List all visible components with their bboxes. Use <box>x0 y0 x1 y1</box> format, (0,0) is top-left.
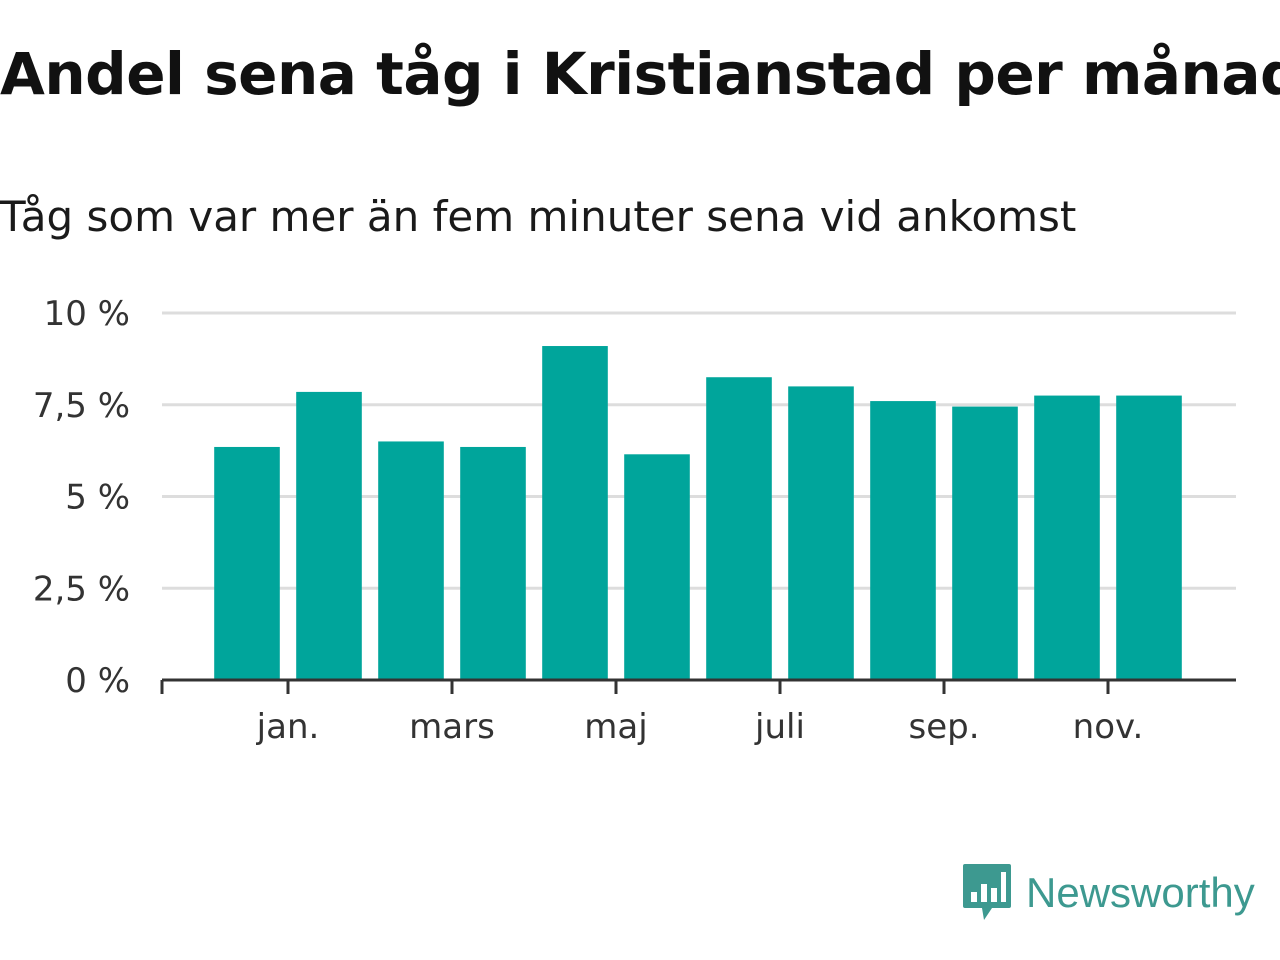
bar-juli <box>788 386 854 680</box>
bar-okt <box>1034 395 1100 680</box>
bar-layer <box>214 346 1182 680</box>
y-tick-label: 2,5 % <box>33 569 130 609</box>
chart-title: Andel sena tåg i Kristianstad per månad <box>0 40 1280 108</box>
x-tick-label: nov. <box>1073 707 1144 747</box>
bar-nov <box>1116 395 1182 680</box>
y-tick-label: 5 % <box>65 478 130 518</box>
bar-maj <box>624 454 690 680</box>
x-tick-label: sep. <box>908 707 979 747</box>
bar-juni <box>706 377 772 680</box>
x-tick-label: maj <box>584 707 647 747</box>
bar-apr <box>542 346 608 680</box>
x-tick-label: jan. <box>256 707 320 747</box>
bar-mars <box>460 446 526 680</box>
bar-aug <box>870 401 936 680</box>
newsworthy-logo-icon <box>963 864 1011 920</box>
y-tick-label: 10 % <box>44 294 130 334</box>
bar-jan <box>296 391 362 680</box>
axis-layer: 0 % 2,5 % 5 % 7,5 % 10 % jan. mars maj juli sep. n… <box>33 294 1236 747</box>
bar-sep <box>952 406 1018 680</box>
y-tick-label: 7,5 % <box>33 386 130 426</box>
brand-name: Newsworthy <box>1026 869 1255 916</box>
x-tick-label: juli <box>754 707 805 747</box>
brand-logo: Newsworthy <box>962 862 1255 924</box>
chart-subtitle: Tåg som var mer än fem minuter sena vid … <box>0 192 1077 241</box>
bar-dec <box>214 446 280 680</box>
y-tick-label: 0 % <box>65 661 130 701</box>
x-tick-label: mars <box>409 707 495 747</box>
bar-feb <box>378 441 444 680</box>
